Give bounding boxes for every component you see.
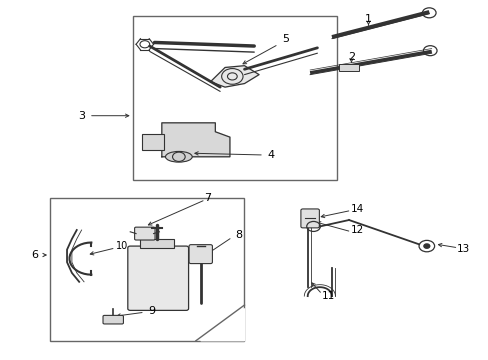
Polygon shape xyxy=(162,123,229,157)
Text: 13: 13 xyxy=(456,244,469,253)
Polygon shape xyxy=(201,309,244,341)
Circle shape xyxy=(423,244,429,248)
Text: 8: 8 xyxy=(235,230,242,240)
Bar xyxy=(339,64,358,71)
Text: 2: 2 xyxy=(347,52,354,62)
Bar xyxy=(142,134,164,150)
Text: 14: 14 xyxy=(350,203,364,213)
Text: 1: 1 xyxy=(364,14,371,24)
Bar xyxy=(132,16,336,180)
Text: 12: 12 xyxy=(350,225,364,235)
Text: 7: 7 xyxy=(204,193,211,203)
Text: 9: 9 xyxy=(148,306,155,316)
Text: 5: 5 xyxy=(282,34,289,44)
FancyBboxPatch shape xyxy=(134,227,155,240)
FancyBboxPatch shape xyxy=(189,245,212,264)
Text: 10: 10 xyxy=(116,241,128,251)
Ellipse shape xyxy=(165,152,192,162)
FancyBboxPatch shape xyxy=(103,315,123,324)
Bar xyxy=(140,239,174,248)
FancyBboxPatch shape xyxy=(127,246,188,310)
Text: 4: 4 xyxy=(267,150,274,160)
Bar xyxy=(50,198,244,341)
Text: 3: 3 xyxy=(78,111,85,121)
Text: 6: 6 xyxy=(31,250,38,260)
Polygon shape xyxy=(210,66,259,87)
Text: 11: 11 xyxy=(321,291,334,301)
FancyBboxPatch shape xyxy=(300,209,319,228)
